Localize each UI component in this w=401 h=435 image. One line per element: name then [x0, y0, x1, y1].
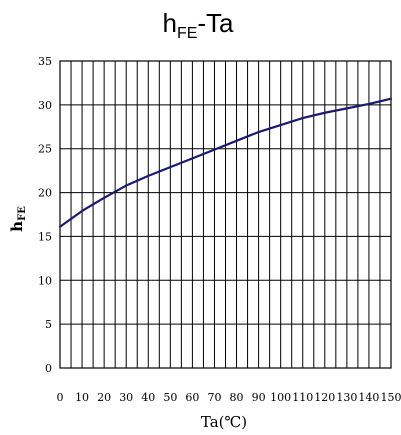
x-tick-label: 80 [230, 391, 244, 404]
chart-title-main: h [162, 8, 176, 38]
x-tick-label: 10 [75, 391, 89, 404]
data-series [58, 97, 393, 228]
y-axis-label-main: h [8, 221, 26, 232]
plot-border [59, 60, 392, 369]
svg-text:hFE: hFE [8, 206, 28, 232]
x-tick-label: 60 [185, 391, 199, 404]
x-tick-label: 130 [336, 391, 357, 404]
y-tick-label: 20 [38, 187, 52, 200]
x-tick-label: 120 [314, 391, 335, 404]
chart-title: hFE-Ta [162, 8, 234, 42]
x-tick-label: 90 [252, 391, 266, 404]
chart-title-suffix: -Ta [197, 8, 234, 38]
x-tick-labels: 0 10 20 30 40 50 60 70 80 90 100 110 120 130 140 150 [57, 391, 401, 404]
x-tick-label: 100 [270, 391, 291, 404]
y-tick-label: 0 [45, 362, 52, 375]
x-tick-label: 50 [163, 391, 177, 404]
chart-title-subscript: FE [177, 25, 197, 42]
x-tick-label: 150 [381, 391, 401, 404]
grid-lines [60, 61, 391, 368]
x-tick-label: 110 [292, 391, 313, 404]
x-tick-label: 20 [97, 391, 111, 404]
plot-frame [59, 60, 392, 369]
y-axis-label: hFE [8, 206, 28, 232]
x-tick-label: 30 [119, 391, 133, 404]
x-axis-label: Ta(℃) [201, 413, 247, 431]
y-tick-label: 25 [38, 143, 52, 156]
x-tick-label: 70 [207, 391, 221, 404]
y-tick-label: 30 [38, 99, 52, 112]
y-tick-label: 15 [38, 230, 52, 243]
y-axis-label-subscript: FE [17, 206, 28, 221]
svg-text:hFE-Ta: hFE-Ta [162, 8, 234, 42]
x-tick-label: 40 [141, 391, 155, 404]
y-tick-label: 5 [45, 318, 52, 331]
x-tick-label: 0 [57, 391, 64, 404]
y-tick-label: 10 [38, 274, 52, 287]
hfe-series-line [58, 97, 393, 228]
y-tick-labels: 0 5 10 15 20 25 30 35 [38, 55, 52, 375]
x-tick-label: 140 [358, 391, 379, 404]
y-tick-label: 35 [38, 55, 52, 68]
